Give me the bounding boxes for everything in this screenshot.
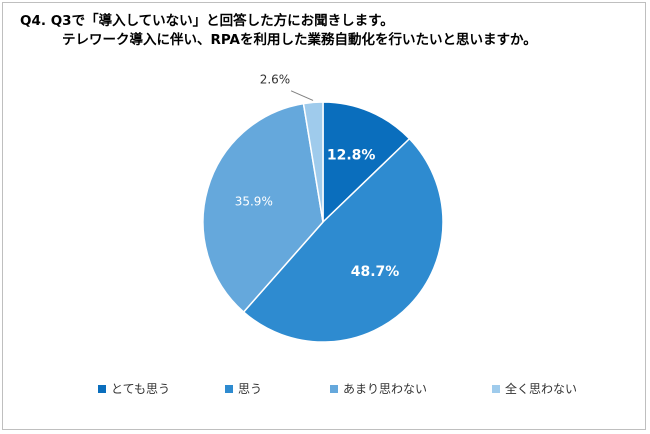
legend-item-2: 思う	[225, 380, 262, 397]
slice-label-4: 2.6%	[260, 72, 291, 86]
pie-labels: 12.8% 48.7% 35.9% 2.6%	[235, 72, 400, 279]
pie-slice-3	[202, 102, 324, 314]
legend-label: とても思う	[111, 382, 171, 396]
slice-leader-line-4	[290, 90, 314, 101]
title-line-1: Q4. Q3で「導入していない」と回答した方にお聞きします。	[20, 13, 394, 29]
legend-swatch	[98, 384, 106, 393]
legend-swatch	[330, 384, 338, 393]
legend: とても思う 思う あまり思わない 全く思わない	[0, 380, 650, 400]
pie-slices	[202, 101, 444, 343]
legend-label: 全く思わない	[505, 382, 578, 396]
legend-label: 思う	[238, 382, 263, 396]
chart-title: Q4. Q3で「導入していない」と回答した方にお聞きします。 テレワーク導入に伴…	[20, 12, 537, 50]
pie-slice-2	[242, 137, 444, 343]
legend-swatch	[225, 384, 233, 393]
title-line-2: テレワーク導入に伴い、RPAを利用した業務自動化を行いたいと思いますか。	[62, 32, 537, 48]
legend-label: あまり思わない	[343, 382, 428, 396]
legend-item-1: とても思う	[98, 380, 170, 397]
pie-slice-1	[322, 101, 411, 224]
legend-item-4: 全く思わない	[492, 380, 577, 397]
pie-slice-4	[302, 101, 324, 223]
legend-item-3: あまり思わない	[330, 380, 427, 397]
legend-swatch	[492, 384, 500, 393]
slice-label-1: 12.8%	[327, 148, 376, 164]
slice-label-2: 48.7%	[351, 264, 400, 280]
slice-label-3: 35.9%	[235, 195, 273, 209]
